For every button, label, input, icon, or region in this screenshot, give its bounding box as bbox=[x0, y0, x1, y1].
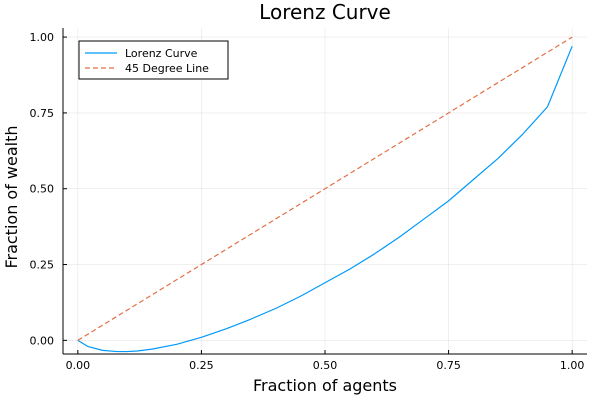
x-tick-label: 0.25 bbox=[189, 359, 214, 372]
legend-label: 45 Degree Line bbox=[125, 62, 209, 75]
legend-label: Lorenz Curve bbox=[125, 47, 198, 60]
legend-box bbox=[78, 40, 229, 80]
series-line-lorenz-curve bbox=[77, 45, 573, 353]
series-layer bbox=[77, 36, 573, 353]
axes bbox=[62, 28, 587, 355]
y-tick-label: 1.00 bbox=[30, 31, 55, 44]
x-tick-label: 0.00 bbox=[66, 359, 91, 372]
y-tick-label: 0.25 bbox=[30, 259, 55, 272]
legend: Lorenz Curve 45 Degree Line bbox=[78, 40, 229, 80]
grid bbox=[63, 28, 587, 354]
y-axis-label: Fraction of wealth bbox=[2, 125, 21, 268]
y-tick-label: 0.50 bbox=[30, 183, 55, 196]
x-tick-label: 0.50 bbox=[313, 359, 338, 372]
x-tick-label: 0.75 bbox=[436, 359, 461, 372]
y-tick-label: 0.75 bbox=[30, 107, 55, 120]
chart-title: Lorenz Curve bbox=[259, 0, 391, 24]
x-tick-label: 1.00 bbox=[560, 359, 585, 372]
x-axis-label: Fraction of agents bbox=[253, 376, 397, 395]
y-tick-label: 0.00 bbox=[30, 334, 55, 347]
tick-labels: 0.00 0.25 0.50 0.75 1.00 0.00 0.25 0.50 0.75 1.00 bbox=[30, 31, 585, 372]
series-line-45-degree-line bbox=[77, 36, 573, 341]
